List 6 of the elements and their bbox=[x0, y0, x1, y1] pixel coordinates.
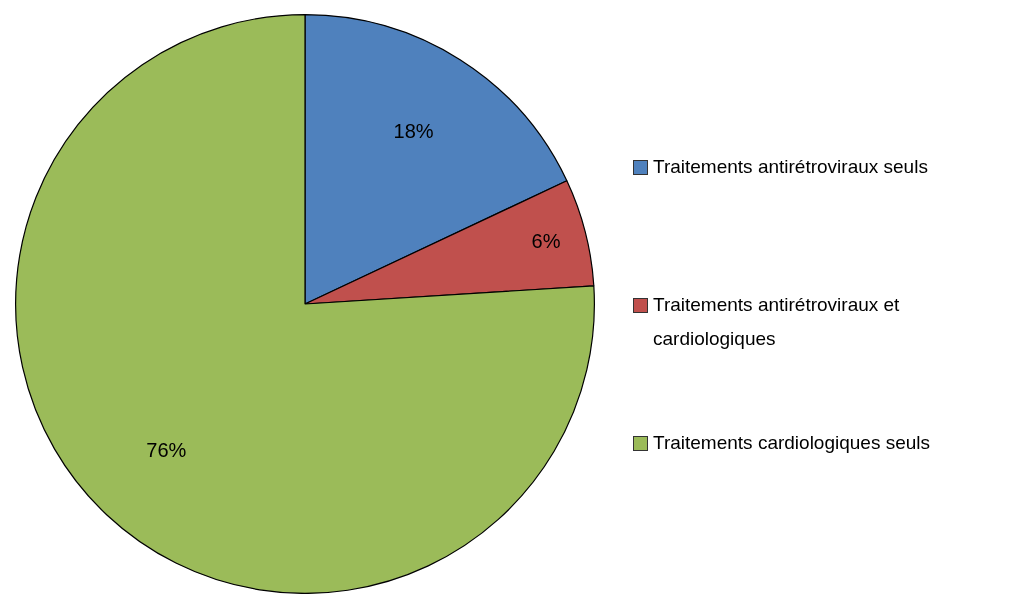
legend-label: Traitements antirétroviraux seuls bbox=[653, 155, 929, 179]
legend-label: Traitements cardiologiques seuls bbox=[653, 431, 932, 455]
data-label: 18% bbox=[393, 120, 434, 143]
legend-label: Traitements antirétroviraux et cardiologiques bbox=[653, 293, 901, 351]
data-label: 76% bbox=[146, 439, 187, 462]
data-label: 6% bbox=[531, 229, 561, 252]
